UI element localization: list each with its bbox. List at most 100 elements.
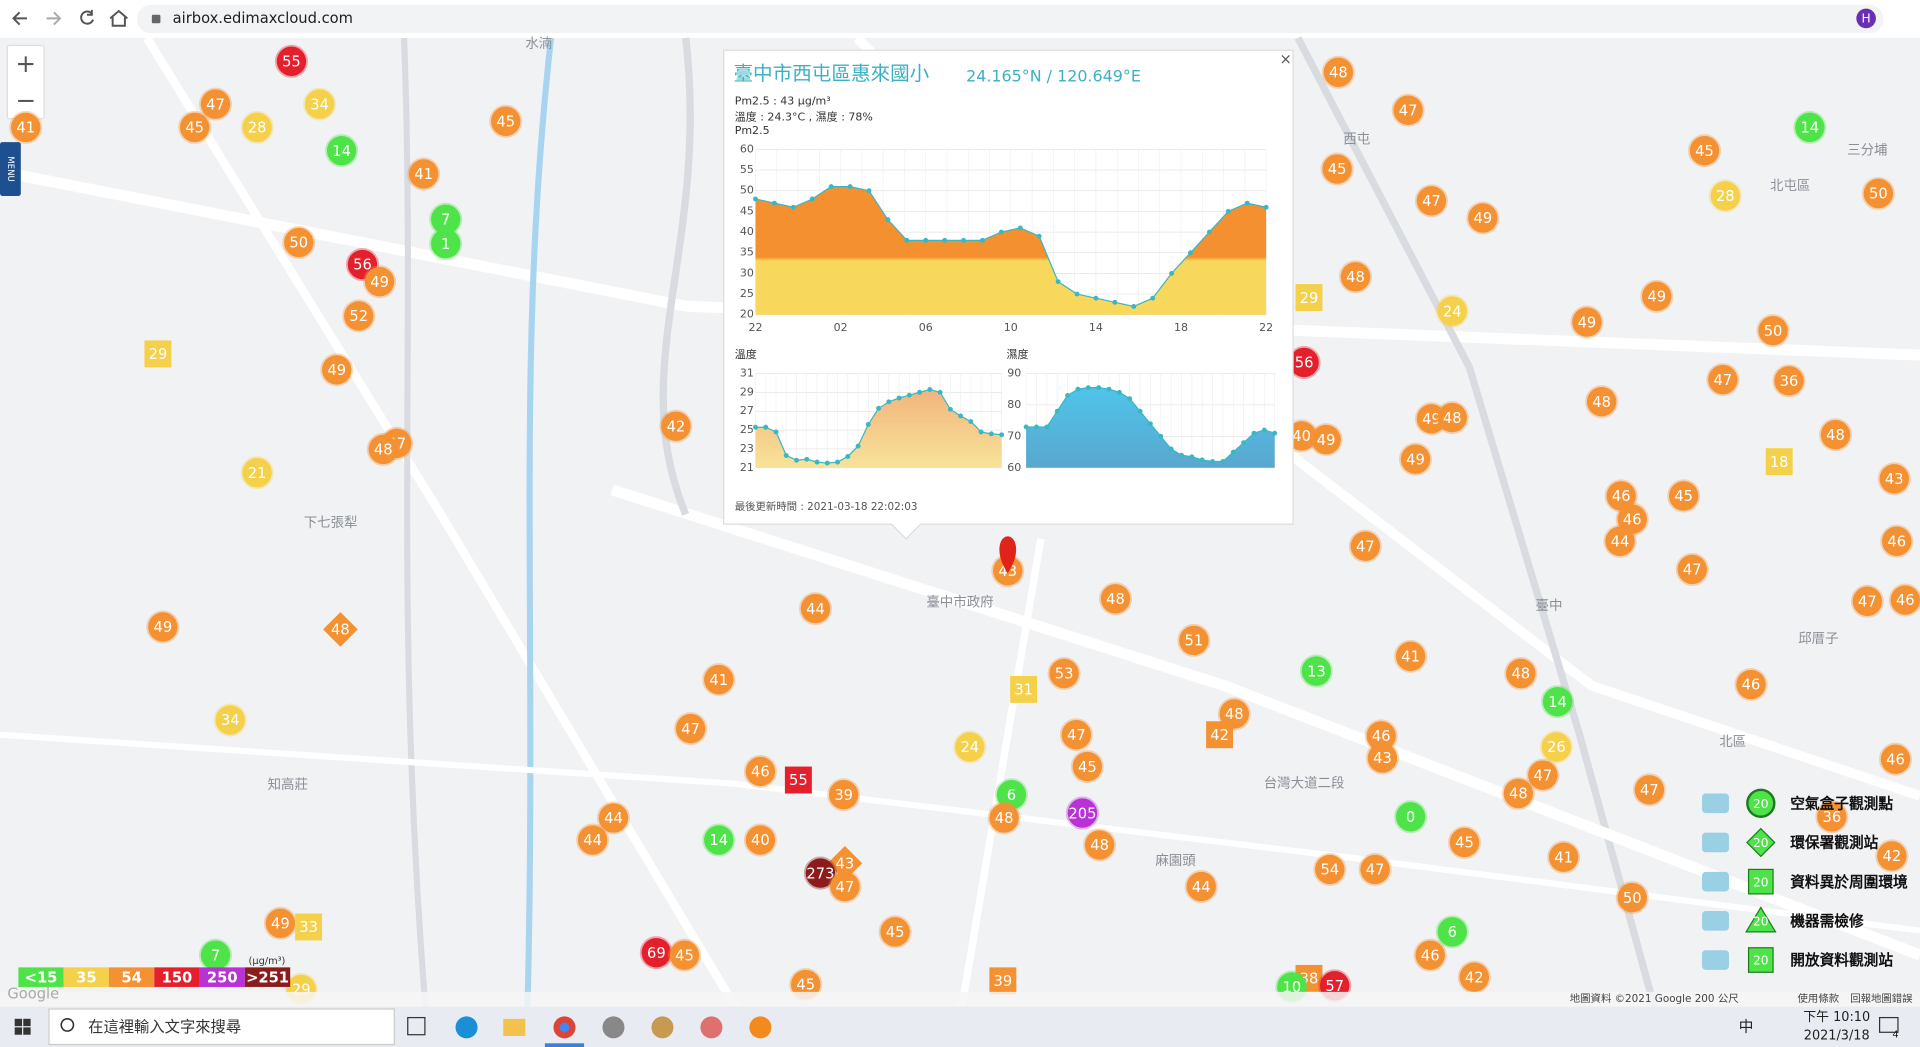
station-marker[interactable]: 49 bbox=[320, 353, 354, 387]
station-marker[interactable]: 273 bbox=[803, 856, 837, 890]
reload-button[interactable] bbox=[80, 9, 94, 25]
station-marker[interactable]: 31 bbox=[1010, 675, 1038, 703]
station-marker[interactable]: 48 bbox=[1435, 401, 1469, 435]
zoom-out[interactable]: − bbox=[15, 86, 36, 115]
station-marker[interactable]: 48 bbox=[1083, 828, 1117, 862]
station-marker[interactable]: 47 bbox=[1850, 584, 1884, 618]
station-marker[interactable]: 69 bbox=[639, 936, 673, 970]
station-marker[interactable]: 47 bbox=[1414, 184, 1448, 218]
profile[interactable] bbox=[1856, 8, 1876, 29]
clock-time[interactable]: 下午 10:10 bbox=[1803, 1010, 1870, 1025]
ime-indicator[interactable]: 中 bbox=[1739, 1018, 1754, 1035]
station-marker[interactable]: 14 bbox=[325, 134, 359, 168]
station-marker[interactable]: 49 bbox=[363, 265, 397, 299]
station-marker[interactable]: 47 bbox=[1675, 552, 1709, 586]
station-marker[interactable]: 0 bbox=[1394, 800, 1428, 834]
station-marker[interactable]: 46 bbox=[1413, 938, 1447, 972]
station-marker[interactable]: 34 bbox=[213, 703, 247, 737]
station-marker[interactable]: 14 bbox=[1541, 685, 1575, 719]
station-marker[interactable]: 49 bbox=[1640, 279, 1674, 313]
station-marker[interactable]: 47 bbox=[1632, 773, 1666, 807]
station-marker[interactable]: 41 bbox=[1547, 840, 1581, 874]
station-marker[interactable]: 28 bbox=[240, 110, 274, 144]
station-marker[interactable]: 41 bbox=[1394, 639, 1428, 673]
station-marker[interactable]: 53 bbox=[1047, 656, 1081, 691]
station-marker[interactable]: 43 bbox=[1365, 741, 1399, 775]
station-marker[interactable]: 42 bbox=[1457, 960, 1491, 994]
station-marker[interactable]: 13 bbox=[1299, 654, 1333, 688]
search-box[interactable] bbox=[48, 1008, 395, 1046]
station-marker[interactable]: 41 bbox=[702, 663, 736, 697]
menu-tab[interactable] bbox=[0, 142, 21, 196]
station-marker[interactable]: 26 bbox=[1539, 730, 1573, 764]
zoom-in[interactable]: + bbox=[15, 49, 36, 78]
station-marker[interactable]: 46 bbox=[1878, 742, 1913, 776]
station-marker[interactable]: 48 bbox=[1098, 582, 1133, 616]
station-marker[interactable]: 24 bbox=[953, 730, 987, 764]
taskbar-apps[interactable] bbox=[407, 1016, 772, 1047]
station-marker[interactable]: 47 bbox=[198, 87, 233, 121]
station-marker[interactable]: 55 bbox=[274, 44, 308, 78]
station-marker[interactable]: 54 bbox=[1313, 852, 1347, 886]
address-bar[interactable] bbox=[137, 4, 1884, 34]
station-marker[interactable]: 44 bbox=[1184, 870, 1218, 904]
station-marker[interactable]: 14 bbox=[1793, 110, 1827, 144]
station-marker[interactable]: 46 bbox=[1880, 524, 1914, 558]
station-marker[interactable]: 50 bbox=[1615, 881, 1649, 915]
station-marker[interactable]: 28 bbox=[1708, 179, 1742, 213]
station-marker[interactable]: 52 bbox=[342, 299, 376, 333]
station-marker[interactable]: 49 bbox=[1398, 442, 1433, 476]
station-marker[interactable]: 6 bbox=[1435, 915, 1469, 949]
station-marker[interactable]: 45 bbox=[178, 110, 212, 144]
station-marker[interactable]: 29 bbox=[144, 340, 172, 368]
station-marker[interactable]: 14 bbox=[702, 823, 736, 857]
station-marker[interactable]: 50 bbox=[1861, 176, 1895, 211]
station-marker[interactable]: 44 bbox=[798, 592, 833, 626]
station-marker[interactable]: 46 bbox=[1364, 719, 1398, 753]
station-marker[interactable]: 34 bbox=[303, 87, 337, 121]
station-marker[interactable]: 48 bbox=[1818, 418, 1853, 452]
station-marker[interactable]: 43 bbox=[827, 845, 863, 881]
station-marker[interactable]: 33 bbox=[295, 913, 323, 941]
station-marker[interactable]: 49 bbox=[1466, 201, 1500, 235]
station-marker[interactable]: 48 bbox=[1504, 656, 1538, 691]
notification-icon[interactable] bbox=[1878, 1016, 1899, 1033]
station-marker[interactable]: 45 bbox=[1667, 479, 1701, 513]
station-marker[interactable]: 44 bbox=[596, 801, 630, 835]
station-marker[interactable]: 42 bbox=[659, 409, 693, 443]
station-marker[interactable]: 48 bbox=[1501, 776, 1535, 811]
station-marker[interactable]: 49 bbox=[1309, 423, 1343, 457]
station-marker[interactable]: 49 bbox=[1570, 305, 1604, 339]
station-marker[interactable]: 21 bbox=[240, 456, 274, 490]
station-marker[interactable]: 42 bbox=[1206, 721, 1234, 749]
clock-date[interactable]: 2021/3/18 bbox=[1804, 1028, 1870, 1043]
station-marker[interactable]: 56 bbox=[1287, 345, 1321, 380]
station-marker[interactable]: 40 bbox=[743, 823, 777, 857]
station-marker[interactable]: 49 bbox=[263, 906, 297, 940]
home-button[interactable] bbox=[109, 9, 128, 27]
station-marker[interactable]: 18 bbox=[1765, 448, 1793, 476]
station-marker[interactable]: 41 bbox=[407, 157, 441, 191]
station-marker[interactable]: 51 bbox=[1177, 623, 1211, 657]
station-marker[interactable]: 47 bbox=[1391, 93, 1425, 127]
station-marker[interactable]: 50 bbox=[282, 225, 316, 260]
station-marker[interactable]: 45 bbox=[1687, 134, 1722, 168]
station-marker[interactable]: 50 bbox=[1756, 314, 1790, 348]
station-marker[interactable]: 45 bbox=[878, 915, 912, 949]
station-marker[interactable]: 6 bbox=[994, 778, 1028, 812]
station-marker[interactable]: 46 bbox=[1615, 502, 1649, 536]
station-marker[interactable]: 45 bbox=[1447, 825, 1482, 860]
back-button[interactable] bbox=[12, 11, 27, 26]
start-button[interactable] bbox=[14, 1018, 31, 1035]
station-marker[interactable]: 48 bbox=[366, 432, 400, 466]
station-marker[interactable]: 47 bbox=[674, 712, 708, 746]
forward-button[interactable] bbox=[46, 11, 62, 26]
station-marker[interactable]: 48 bbox=[323, 612, 358, 647]
station-marker[interactable]: 43 bbox=[1877, 462, 1911, 496]
station-marker[interactable]: 48 bbox=[1321, 55, 1355, 89]
station-marker[interactable]: 49 bbox=[146, 610, 180, 644]
station-marker[interactable]: 205 bbox=[1065, 796, 1099, 830]
station-marker[interactable]: 36 bbox=[1772, 364, 1806, 398]
station-marker[interactable]: 46 bbox=[743, 754, 777, 788]
station-marker[interactable]: 55 bbox=[784, 766, 812, 794]
